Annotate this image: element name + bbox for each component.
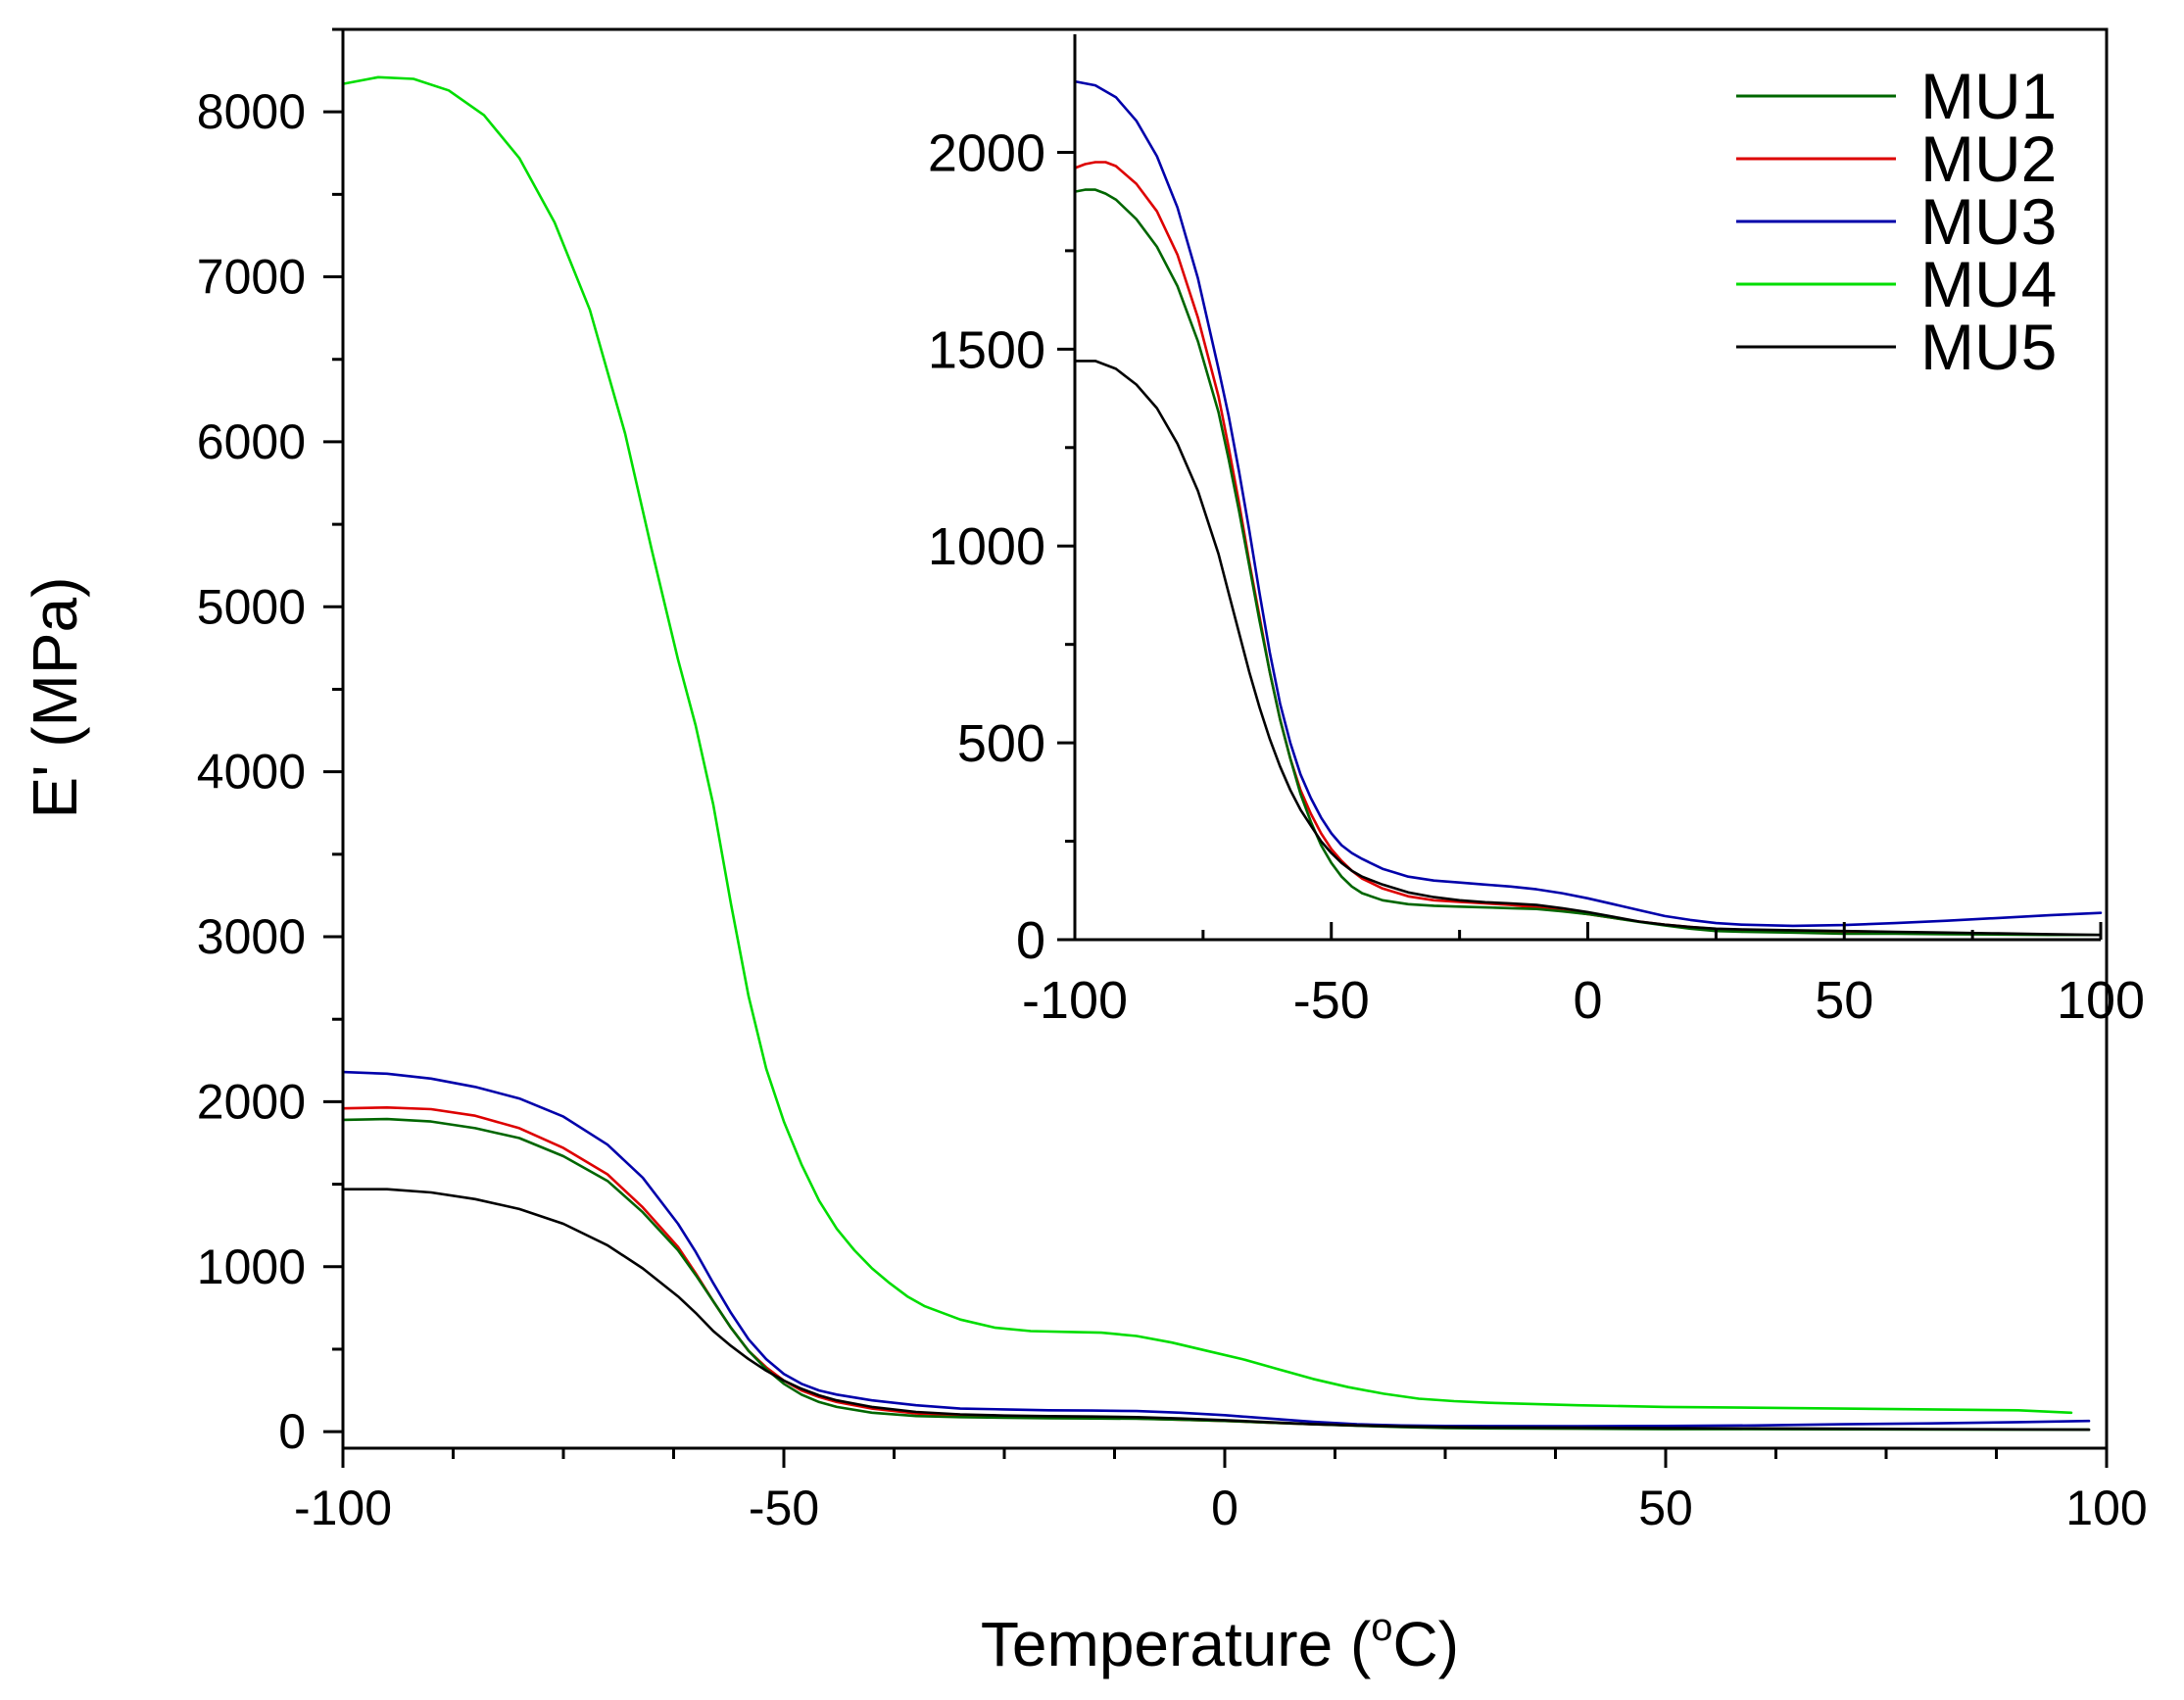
main-y-tick-label: 8000 <box>197 84 306 139</box>
inset-series-mu3 <box>1073 79 2103 928</box>
main-plot-axes: -100 -50 0 50 100010002000300040005000600070… <box>197 27 2148 1535</box>
legend-label-mu2: MU2 <box>1920 122 2057 195</box>
inset-y-tick-label: 1000 <box>928 517 1045 576</box>
main-y-tick-label: 7000 <box>197 250 306 305</box>
inset-x-tick-label: 0 <box>1573 971 1602 1030</box>
inset-plot-series <box>1073 79 2103 937</box>
main-series-mu5 <box>341 1188 2091 1432</box>
y-axis-title: E' (MPa) <box>20 577 90 819</box>
main-y-tick-label: 1000 <box>197 1239 306 1294</box>
main-series-mu4 <box>341 75 2073 1415</box>
main-x-tick-label: 50 <box>1638 1481 1693 1535</box>
main-y-tick-label: 4000 <box>197 745 306 800</box>
main-y-tick-label: 0 <box>278 1404 306 1459</box>
legend-label-mu5: MU5 <box>1920 311 2057 383</box>
inset-y-tick-label: 1500 <box>928 320 1045 379</box>
x-axis-title: Temperature (oC) <box>981 1606 1459 1679</box>
inset-plot-background <box>1075 34 2105 940</box>
inset-x-tick-label: -100 <box>1022 971 1128 1030</box>
main-plot-series <box>341 75 2091 1432</box>
main-y-tick-label: 3000 <box>197 909 306 964</box>
main-y-tick-label: 5000 <box>197 579 306 634</box>
main-y-tick-label: 6000 <box>197 414 306 469</box>
inset-x-tick-label: 50 <box>1815 971 1873 1030</box>
inset-background <box>1075 34 2105 940</box>
inset-y-tick-label: 500 <box>957 714 1045 773</box>
inset-series-mu5 <box>1073 360 2103 937</box>
main-series-mu3 <box>341 1070 2091 1428</box>
legend-label-mu4: MU4 <box>1920 248 2057 320</box>
main-y-tick-label: 2000 <box>197 1074 306 1129</box>
inset-x-tick-label: -50 <box>1293 971 1370 1030</box>
inset-y-tick-label: 0 <box>1016 911 1045 970</box>
main-x-tick-label: -100 <box>294 1481 392 1535</box>
main-x-tick-label: 0 <box>1211 1481 1238 1535</box>
legend-label-mu3: MU3 <box>1920 185 2057 258</box>
legend-label-mu1: MU1 <box>1920 60 2057 132</box>
main-x-tick-label: 100 <box>2065 1481 2147 1535</box>
main-x-tick-label: -50 <box>749 1481 819 1535</box>
inset-series-mu1 <box>1073 188 2103 937</box>
inset-y-tick-label: 2000 <box>928 123 1045 182</box>
inset-x-tick-label: 100 <box>2057 971 2145 1030</box>
